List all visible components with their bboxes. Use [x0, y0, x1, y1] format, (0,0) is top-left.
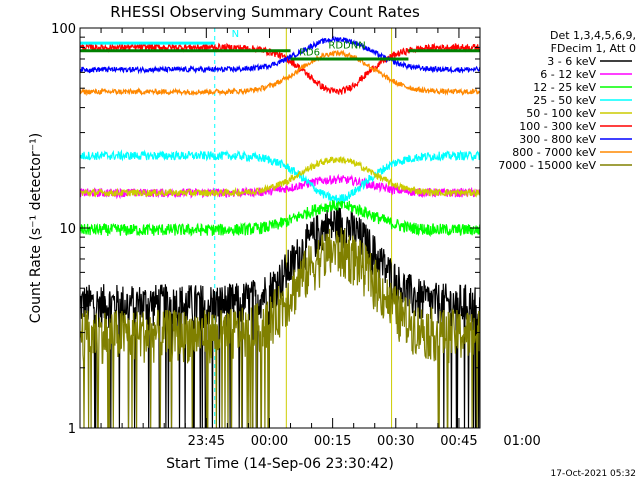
annotation-label: RD6 [299, 47, 320, 58]
legend-label: 25 - 50 keV [533, 94, 596, 107]
series-line-25-50-kev [80, 149, 480, 203]
series-line-12-25-kev [80, 199, 480, 237]
x-axis-label: Start Time (14-Sep-06 23:30:42) [166, 456, 394, 472]
plot-clip-group: N RD6 RDDNN [80, 28, 480, 428]
legend-label: 6 - 12 keV [540, 68, 596, 81]
x-tick-label: 00:15 [314, 434, 351, 449]
legend-label: 300 - 800 keV [519, 133, 596, 146]
x-tick-label: 00:30 [377, 434, 414, 449]
legend-label: 800 - 7000 keV [512, 146, 596, 159]
y-axis-label: Count Rate (s⁻¹ detector⁻¹) [28, 133, 44, 323]
legend-header: FDecim 1, Att 0 [551, 42, 636, 55]
x-tick-label: 00:45 [440, 434, 477, 449]
legend-header: Det 1,3,4,5,6,9, [550, 29, 636, 42]
annotation-label: N [232, 29, 239, 40]
y-tick-label: 1 [68, 422, 76, 437]
plot-area: N RD6 RDDNN [80, 28, 480, 428]
legend-label: 3 - 6 keV [547, 55, 596, 68]
series-line-50-100-kev [80, 155, 480, 198]
series-line-3-6-kev [80, 206, 480, 428]
x-tick-label: 01:00 [503, 434, 540, 449]
axes: 1 10 100 23:45 00:00 00:15 00:30 00:45 01:00 [51, 22, 541, 449]
y-tick-label: 100 [51, 22, 76, 37]
chart-title: RHESSI Observing Summary Count Rates [110, 3, 420, 21]
series-line-6-12-kev [80, 173, 480, 200]
legend-label: 7000 - 15000 keV [498, 159, 596, 172]
legend: Det 1,3,4,5,6,9,FDecim 1, Att 03 - 6 keV… [498, 29, 636, 172]
legend-label: 12 - 25 keV [533, 81, 596, 94]
x-tick-label: 23:45 [188, 434, 225, 449]
x-tick-label: 00:00 [251, 434, 288, 449]
y-tick-label: 10 [59, 222, 76, 237]
annotation-label: RDDNN [328, 40, 365, 51]
legend-label: 100 - 300 keV [519, 120, 596, 133]
legend-label: 50 - 100 keV [526, 107, 596, 120]
series-line-7000-15000-kev [80, 227, 480, 428]
series-line-800-7000-kev [80, 49, 480, 97]
series-line-300-800-kev [80, 35, 480, 75]
footer-date: 17-Oct-2021 05:32 [551, 469, 636, 479]
